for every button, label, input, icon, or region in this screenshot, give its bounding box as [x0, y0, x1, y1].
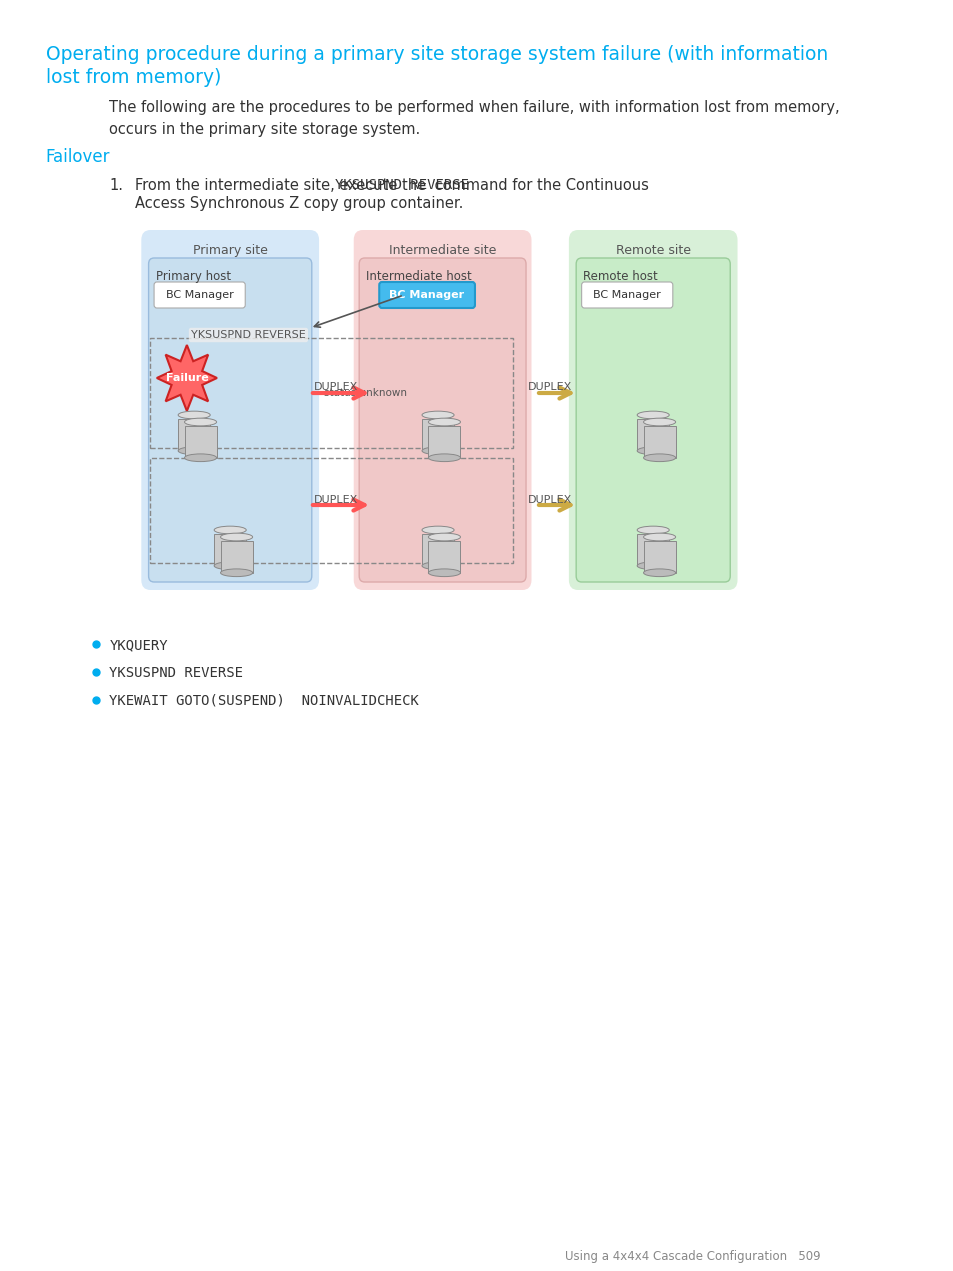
- Ellipse shape: [220, 569, 253, 577]
- Ellipse shape: [428, 418, 460, 426]
- Text: Intermediate site: Intermediate site: [389, 244, 496, 257]
- Text: YKSUSPND REVERSE: YKSUSPND REVERSE: [110, 666, 243, 680]
- Text: Failover: Failover: [46, 147, 110, 167]
- Text: command for the Continuous: command for the Continuous: [430, 178, 648, 193]
- Text: Primary site: Primary site: [193, 244, 268, 257]
- Ellipse shape: [643, 454, 675, 461]
- Ellipse shape: [643, 569, 675, 577]
- Text: Remote host: Remote host: [583, 269, 658, 283]
- Text: Failure: Failure: [165, 372, 208, 383]
- Ellipse shape: [178, 447, 210, 455]
- Ellipse shape: [637, 411, 669, 419]
- Text: DUPLEX: DUPLEX: [528, 494, 572, 505]
- Ellipse shape: [421, 447, 454, 455]
- Ellipse shape: [637, 447, 669, 455]
- Ellipse shape: [637, 526, 669, 534]
- Ellipse shape: [421, 526, 454, 534]
- FancyBboxPatch shape: [581, 282, 672, 308]
- FancyBboxPatch shape: [153, 282, 245, 308]
- Ellipse shape: [184, 454, 216, 461]
- Text: DUPLEX: DUPLEX: [314, 494, 358, 505]
- Text: status unknown: status unknown: [323, 388, 406, 398]
- Bar: [637, 534, 669, 566]
- Bar: [637, 419, 669, 451]
- Bar: [184, 426, 216, 458]
- FancyBboxPatch shape: [359, 258, 525, 582]
- Ellipse shape: [184, 418, 216, 426]
- Ellipse shape: [428, 454, 460, 461]
- Bar: [421, 534, 454, 566]
- Text: 1.: 1.: [110, 178, 123, 193]
- Text: Remote site: Remote site: [615, 244, 690, 257]
- Ellipse shape: [213, 562, 246, 569]
- FancyBboxPatch shape: [379, 282, 475, 308]
- Text: From the intermediate site, execute the: From the intermediate site, execute the: [134, 178, 430, 193]
- Text: YKSUSPND REVERSE: YKSUSPND REVERSE: [191, 330, 306, 341]
- Ellipse shape: [637, 562, 669, 569]
- Text: Intermediate host: Intermediate host: [366, 269, 472, 283]
- Ellipse shape: [213, 526, 246, 534]
- Text: Access Synchronous Z copy group container.: Access Synchronous Z copy group containe…: [134, 196, 463, 211]
- Text: The following are the procedures to be performed when failure, with information : The following are the procedures to be p…: [110, 100, 840, 137]
- Ellipse shape: [428, 569, 460, 577]
- Ellipse shape: [220, 533, 253, 541]
- Polygon shape: [156, 344, 216, 411]
- FancyBboxPatch shape: [354, 230, 531, 590]
- Text: BC Manager: BC Manager: [389, 290, 464, 300]
- FancyBboxPatch shape: [149, 258, 312, 582]
- Ellipse shape: [643, 418, 675, 426]
- Bar: [643, 541, 675, 573]
- Ellipse shape: [428, 533, 460, 541]
- FancyBboxPatch shape: [141, 230, 318, 590]
- Bar: [213, 534, 246, 566]
- Text: lost from memory): lost from memory): [46, 69, 221, 86]
- Ellipse shape: [421, 411, 454, 419]
- Bar: [428, 541, 460, 573]
- FancyBboxPatch shape: [576, 258, 729, 582]
- Text: BC Manager: BC Manager: [593, 290, 660, 300]
- Text: Primary host: Primary host: [155, 269, 231, 283]
- Bar: [151, 458, 513, 563]
- Text: Operating procedure during a primary site storage system failure (with informati: Operating procedure during a primary sit…: [46, 44, 827, 64]
- Bar: [421, 419, 454, 451]
- FancyBboxPatch shape: [568, 230, 737, 590]
- Ellipse shape: [178, 411, 210, 419]
- Text: YKSUSPND REVERSE: YKSUSPND REVERSE: [335, 178, 469, 192]
- Text: YKEWAIT GOTO(SUSPEND)  NOINVALIDCHECK: YKEWAIT GOTO(SUSPEND) NOINVALIDCHECK: [110, 694, 418, 708]
- Text: Using a 4x4x4 Cascade Configuration   509: Using a 4x4x4 Cascade Configuration 509: [564, 1249, 820, 1263]
- Text: YKQUERY: YKQUERY: [110, 638, 168, 652]
- Bar: [151, 338, 513, 447]
- Text: DUPLEX: DUPLEX: [314, 383, 358, 391]
- Bar: [220, 541, 253, 573]
- Bar: [643, 426, 675, 458]
- Ellipse shape: [643, 533, 675, 541]
- Text: BC Manager: BC Manager: [166, 290, 233, 300]
- Ellipse shape: [421, 562, 454, 569]
- Text: DUPLEX: DUPLEX: [528, 383, 572, 391]
- Bar: [178, 419, 210, 451]
- Bar: [428, 426, 460, 458]
